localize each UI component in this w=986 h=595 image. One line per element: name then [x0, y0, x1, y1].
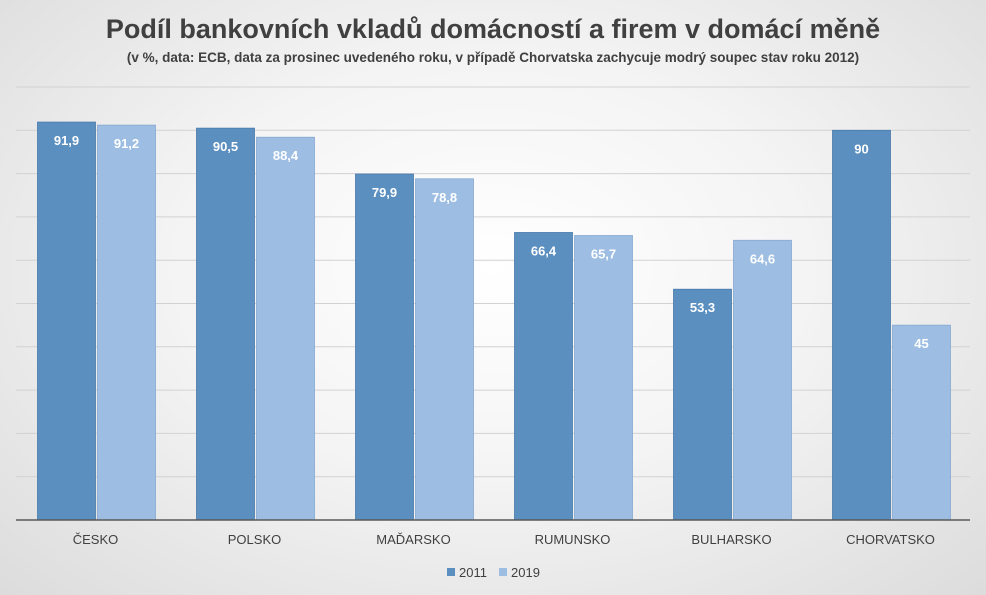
data-label: 91,2 [114, 136, 139, 151]
legend-swatch [499, 568, 507, 576]
bar-2019-4 [574, 235, 633, 521]
data-label: 79,9 [372, 185, 397, 200]
data-label: 78,8 [432, 190, 457, 205]
data-label: 45 [914, 336, 928, 351]
category-labels: ČESKO POLSKO MAĎARSKO RUMUNSKO BULHARSKO CHOR… [73, 532, 935, 547]
category-label: RUMUNSKO [535, 532, 611, 547]
category-label: MAĎARSKO [376, 532, 450, 547]
bar-2011-2 [196, 127, 255, 521]
bar-2011-6 [832, 129, 891, 521]
category-label: ČESKO [73, 532, 119, 547]
bar-2019-3 [415, 178, 474, 521]
bar-2019-2 [256, 136, 315, 521]
chart-subtitle: (v %, data: ECB, data za prosinec uveden… [127, 50, 859, 65]
bars: 91,9 91,2 90,5 88,4 79,9 78,8 66,4 65,7 53,3 64,6… [37, 121, 951, 521]
data-label: 88,4 [273, 148, 299, 163]
data-label: 64,6 [750, 251, 775, 266]
category-label: BULHARSKO [691, 532, 771, 547]
gridlines [16, 86, 970, 478]
data-label: 90 [854, 141, 868, 156]
bar-2019-5 [733, 239, 792, 521]
bar-2011-4 [514, 232, 573, 521]
data-label: 53,3 [690, 300, 715, 315]
data-label: 91,9 [54, 133, 79, 148]
legend: 2011 2019 [447, 565, 540, 580]
legend-swatch [447, 568, 455, 576]
data-label: 90,5 [213, 139, 238, 154]
chart-title: Podíl bankovních vkladů domácností a fir… [106, 14, 880, 44]
bar-2011-1 [37, 121, 96, 521]
legend-label: 2011 [459, 565, 487, 580]
bar-2011-5 [673, 288, 732, 521]
legend-label: 2019 [511, 565, 540, 580]
bar-2019-1 [97, 124, 156, 521]
bar-2011-3 [355, 173, 414, 521]
data-label: 66,4 [531, 243, 557, 258]
category-label: CHORVATSKO [846, 532, 935, 547]
bar-2019-6 [892, 324, 951, 521]
category-label: POLSKO [228, 532, 281, 547]
data-label: 65,7 [591, 247, 616, 262]
